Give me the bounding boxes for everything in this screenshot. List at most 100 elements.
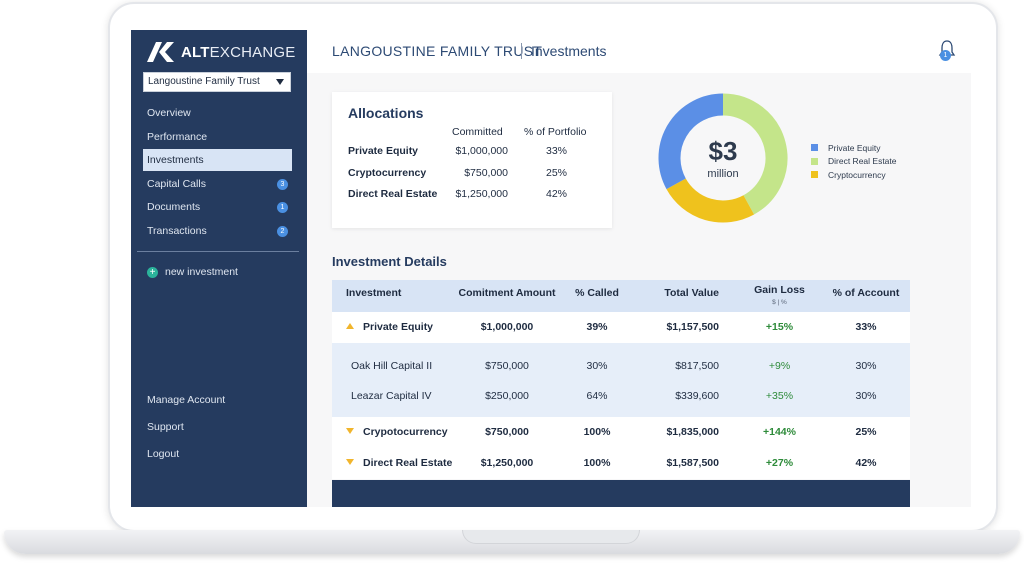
brand-light: EXCHANGE — [209, 43, 296, 61]
sub-rows: Oak Hill Capital II $750,000 30% $817,50… — [332, 343, 910, 417]
account-pct-cell: 42% — [855, 457, 877, 469]
allocation-row: Cryptocurrency $750,000 25% — [332, 167, 612, 187]
col-investment[interactable]: Investment — [346, 287, 402, 299]
sidebar-item-overview[interactable]: Overview — [143, 102, 292, 124]
col-called[interactable]: % Called — [575, 287, 619, 299]
allocation-pct: 42% — [546, 188, 568, 200]
sidebar-item-transactions[interactable]: Transactions 2 — [143, 220, 292, 242]
legend-swatch — [811, 144, 818, 152]
called-cell: 39% — [586, 321, 608, 333]
allocation-name: Private Equity — [348, 145, 419, 157]
altexchange-logo-icon — [147, 42, 174, 62]
account-nav: Manage Account Support Logout — [147, 390, 225, 471]
allocations-card: Allocations Committed % of Portfolio Pri… — [332, 92, 612, 228]
table-row-group[interactable]: Private Equity $1,000,000 39% $1,157,500… — [332, 312, 910, 343]
gain-loss-cell: +15% — [765, 321, 794, 333]
gain-loss-cell: +27% — [765, 457, 794, 469]
allocation-committed: $750,000 — [464, 167, 508, 179]
table-row-group[interactable]: Direct Real Estate $1,250,000 100% $1,58… — [332, 448, 910, 479]
portfolio-pct-header: % of Portfolio — [524, 126, 587, 138]
sidebar-item-investments[interactable]: Investments — [143, 149, 292, 172]
donut-slice-cryptocurrency — [666, 178, 755, 223]
commitment-cell: $750,000 — [485, 360, 529, 372]
donut-total: $3 — [708, 136, 738, 166]
group-name: Private Equity — [363, 321, 434, 333]
expand-caret-icon[interactable] — [346, 428, 354, 434]
table-row[interactable]: Leazar Capital IV $250,000 64% $339,600 … — [332, 381, 910, 411]
group-name: Crypotocurrency — [363, 426, 448, 438]
total-value-cell: $1,157,500 — [666, 321, 719, 333]
manage-account-link[interactable]: Manage Account — [147, 394, 226, 406]
legend-label: Direct Real Estate — [828, 156, 897, 167]
sidebar-item-label: Documents — [147, 201, 201, 214]
expand-caret-icon[interactable] — [346, 459, 354, 465]
count-badge: 1 — [277, 202, 288, 214]
commitment-cell: $1,250,000 — [480, 457, 534, 469]
called-cell: 64% — [586, 390, 608, 402]
account-pct-cell: 30% — [855, 360, 877, 372]
support-link[interactable]: Support — [147, 421, 184, 433]
allocation-pct: 33% — [546, 145, 568, 157]
donut-slice-private-equity — [658, 93, 724, 190]
col-total-value[interactable]: Total Value — [664, 287, 719, 299]
trust-select-value: Langoustine Family Trust — [148, 76, 260, 87]
col-commitment[interactable]: Comitment Amount — [458, 287, 556, 299]
caret-down-icon — [276, 79, 284, 85]
trust-select[interactable]: Langoustine Family Trust — [143, 72, 291, 92]
sidebar-item-capital-calls[interactable]: Capital Calls 3 — [143, 173, 292, 195]
sidebar-item-label: Performance — [147, 130, 208, 143]
plus-icon: + — [147, 266, 158, 278]
account-pct-cell: 33% — [855, 321, 877, 333]
table-row[interactable]: Oak Hill Capital II $750,000 30% $817,50… — [332, 351, 910, 381]
account-pct-cell: 25% — [855, 426, 877, 438]
called-cell: 30% — [586, 360, 608, 372]
called-cell: 100% — [583, 457, 611, 469]
investment-details-title: Investment Details — [332, 254, 447, 269]
trust-title: LANGOUSTINE FAMILY TRUST — [332, 43, 543, 59]
sidebar-item-performance[interactable]: Performance — [143, 126, 292, 148]
count-badge: 3 — [277, 178, 288, 190]
account-pct-cell: 30% — [855, 390, 877, 402]
investment-name: Oak Hill Capital II — [351, 360, 433, 372]
notification-badge: 1 — [940, 50, 951, 61]
gain-loss-toggle[interactable]: $ | % — [772, 299, 787, 306]
allocation-pct: 25% — [546, 167, 568, 179]
brand-logo[interactable]: ALT EXCHANGE — [145, 40, 295, 64]
total-value-cell: $817,500 — [675, 360, 719, 372]
col-gain-loss[interactable]: Gain Loss — [754, 284, 805, 296]
allocation-name: Direct Real Estate — [348, 188, 438, 200]
new-investment-button[interactable]: + new investment — [147, 266, 238, 278]
donut-legend: Private Equity Direct Real Estate Crypto… — [811, 141, 897, 182]
page-header: LANGOUSTINE FAMILY TRUST Investments 1 — [307, 30, 971, 73]
allocation-committed: $1,000,000 — [455, 145, 508, 157]
gain-loss-cell: +35% — [765, 390, 794, 402]
commitment-cell: $1,000,000 — [480, 321, 534, 333]
group-name: Direct Real Estate — [363, 457, 453, 469]
gain-loss-cell: +144% — [763, 426, 796, 438]
sidebar-item-label: Overview — [147, 107, 191, 119]
col-account-pct[interactable]: % of Account — [832, 287, 900, 299]
donut-slice-direct-real-estate — [722, 93, 788, 215]
gain-loss-cell: +9% — [768, 360, 791, 372]
sidebar-item-label: Investments — [147, 154, 204, 167]
commitment-cell: $250,000 — [485, 390, 529, 402]
table-row-group[interactable]: Crypotocurrency $750,000 100% $1,835,000… — [332, 417, 910, 448]
commitment-cell: $750,000 — [485, 426, 529, 438]
allocation-donut-chart — [658, 93, 788, 223]
header-divider — [521, 43, 522, 59]
legend-label: Cryptocurrency — [828, 169, 886, 180]
investment-details-table: Investment Comitment Amount % Called Tot… — [332, 280, 910, 479]
donut-unit: million — [707, 168, 739, 180]
table-header: Investment Comitment Amount % Called Tot… — [332, 280, 910, 312]
legend-label: Private Equity — [828, 142, 881, 153]
total-value-cell: $1,835,000 — [666, 426, 719, 438]
sidebar-divider — [137, 251, 299, 252]
legend-swatch — [811, 171, 818, 179]
collapse-caret-icon[interactable] — [346, 323, 354, 329]
legend-item: Cryptocurrency — [811, 168, 897, 182]
sidebar-item-documents[interactable]: Documents 1 — [143, 196, 292, 218]
sidebar: ALT EXCHANGE Langoustine Family Trust Ove… — [131, 30, 307, 507]
logout-link[interactable]: Logout — [147, 448, 180, 460]
table-footer-row — [332, 480, 910, 507]
investment-name: Leazar Capital IV — [351, 390, 432, 402]
